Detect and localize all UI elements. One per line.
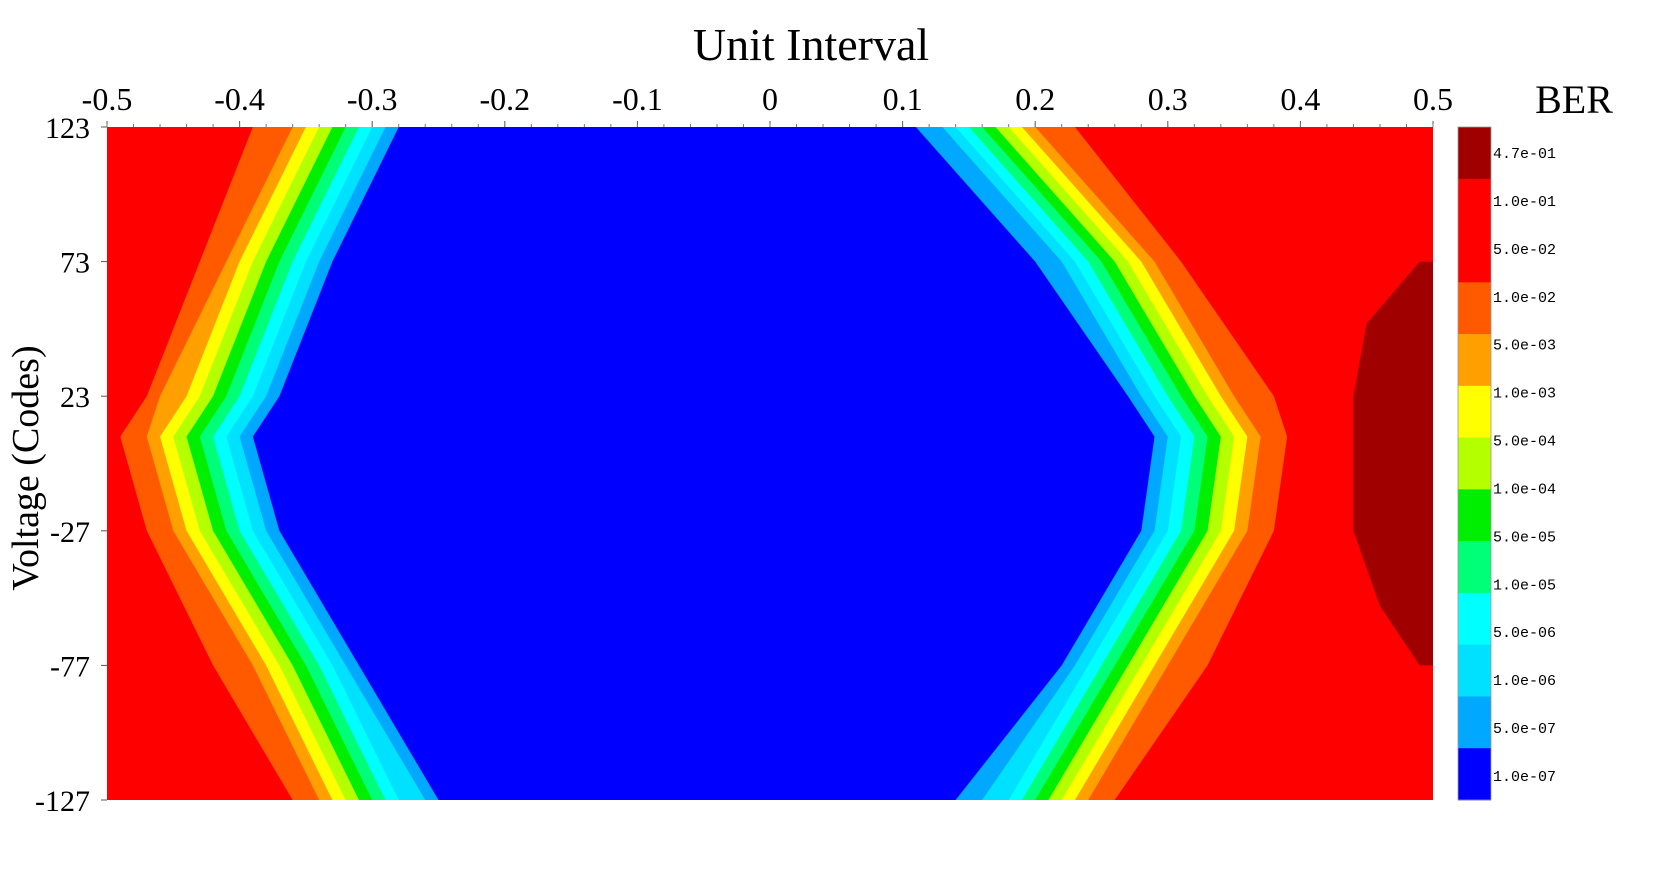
colorbar-tick-label: 5.0e-07 <box>1493 721 1556 738</box>
colorbar-tick-label: 1.0e-04 <box>1493 481 1556 498</box>
y-tick-label: 73 <box>60 247 90 280</box>
colorbar-band <box>1458 541 1491 594</box>
x-tick-label: 0.2 <box>1015 81 1055 117</box>
ber-region-4.7e-01 <box>1353 261 1433 666</box>
colorbar-tick-label: 4.7e-01 <box>1493 146 1556 163</box>
colorbar-band <box>1458 592 1491 646</box>
colorbar-band <box>1458 334 1491 387</box>
chart-title: Unit Interval <box>693 19 929 70</box>
colorbar-tick-label: 1.0e-07 <box>1493 769 1556 786</box>
ber-contour-5.0e-07 <box>252 127 1155 800</box>
x-tick-label: -0.2 <box>479 81 530 117</box>
colorbar-tick-label: 5.0e-03 <box>1493 338 1556 355</box>
x-axis-ticks: -0.5 -0.4 -0.3 -0.2 -0.1 0 0.1 0.2 0.3 0.4 0.5 <box>82 81 1453 127</box>
colorbar-tick-label: 1.0e-05 <box>1493 577 1556 594</box>
colorbar-band <box>1458 437 1491 490</box>
y-axis-ticks: 123 73 23 -27 -77 -127 <box>35 112 107 818</box>
x-tick-label: -0.3 <box>347 81 398 117</box>
x-tick-label: 0.3 <box>1148 81 1188 117</box>
y-tick-label: -27 <box>50 516 90 549</box>
ber-contour-plot <box>107 127 1433 800</box>
colorbar-tick-label: 1.0e-02 <box>1493 290 1556 307</box>
colorbar-band <box>1458 178 1491 232</box>
colorbar-tick-label: 5.0e-06 <box>1493 625 1556 642</box>
y-tick-label: 23 <box>60 381 90 414</box>
y-tick-label: -77 <box>50 650 90 683</box>
x-tick-label: -0.5 <box>82 81 133 117</box>
colorbar-frame <box>1457 126 1492 801</box>
colorbar-band <box>1458 385 1491 439</box>
colorbar: 4.7e-01 1.0e-01 5.0e-02 1.0e-02 5.0e-03 1.0e-… <box>1457 126 1556 801</box>
x-tick-label: 0.1 <box>883 81 923 117</box>
y-tick-label: 123 <box>45 112 90 145</box>
colorbar-band <box>1458 696 1491 749</box>
x-tick-label: -0.1 <box>612 81 663 117</box>
colorbar-tick-label: 1.0e-06 <box>1493 673 1556 690</box>
colorbar-band <box>1458 282 1491 335</box>
colorbar-band <box>1458 748 1491 801</box>
y-axis-label: Voltage (Codes) <box>5 345 47 590</box>
colorbar-band <box>1458 127 1491 180</box>
colorbar-tick-label: 5.0e-04 <box>1493 434 1556 451</box>
y-tick-label: -127 <box>35 785 90 818</box>
colorbar-tick-label: 1.0e-01 <box>1493 194 1556 211</box>
colorbar-band <box>1458 489 1491 542</box>
colorbar-tick-label: 1.0e-03 <box>1493 386 1556 403</box>
x-tick-label: 0.5 <box>1413 81 1453 117</box>
colorbar-band <box>1458 644 1491 697</box>
x-tick-label: 0 <box>762 81 778 117</box>
x-tick-label: 0.4 <box>1280 81 1320 117</box>
colorbar-band <box>1458 230 1491 283</box>
colorbar-tick-label: 5.0e-02 <box>1493 242 1556 259</box>
colorbar-tick-label: 5.0e-05 <box>1493 529 1556 546</box>
x-tick-label: -0.4 <box>214 81 265 117</box>
colorbar-title: BER <box>1535 77 1613 122</box>
